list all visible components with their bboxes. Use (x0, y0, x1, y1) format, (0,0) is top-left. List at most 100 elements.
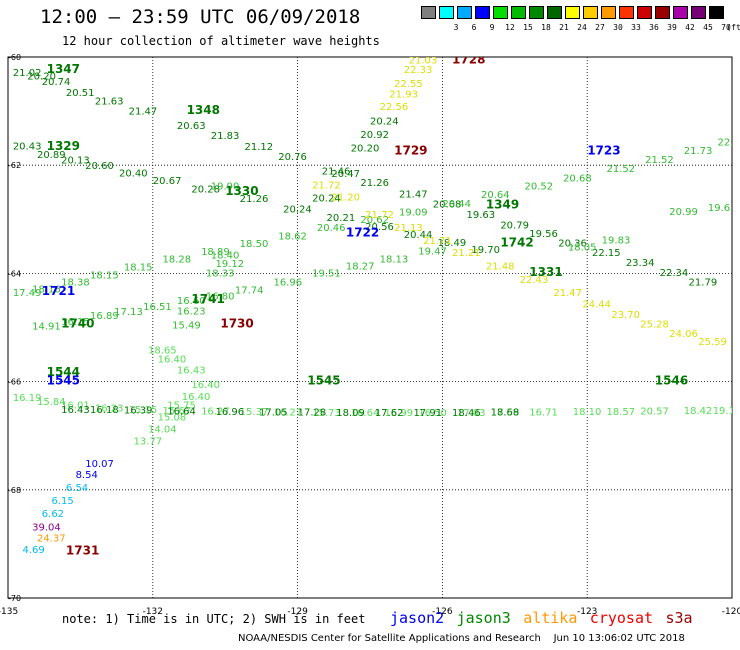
wave-height-value: 20.56 (365, 222, 394, 233)
wave-height-value: 17.74 (235, 285, 264, 296)
wave-height-value: 17.59 (491, 408, 520, 419)
wave-height-value: 25.28 (640, 320, 669, 331)
wave-height-value: 19.56 (529, 229, 558, 240)
wave-height-value: 21.12 (245, 142, 274, 153)
wave-height-value: 16.64 (351, 408, 380, 419)
pass-time-label: 1331 (529, 265, 562, 279)
pass-time-label: 1723 (587, 143, 620, 157)
wave-height-value: 21.71 (423, 236, 452, 247)
legend-label: 30 (613, 23, 623, 32)
wave-height-value: 20.60 (85, 161, 114, 172)
wave-height-value: 18.28 (162, 255, 191, 266)
wave-height-value: 17.05 (259, 408, 288, 419)
wave-height-value: 21.13 (394, 223, 423, 234)
wave-height-value: 24.37 (37, 534, 66, 545)
legend-swatch (583, 6, 598, 19)
wave-height-value: 4.69 (22, 545, 44, 556)
wave-height-value: 18.46 (452, 408, 481, 419)
wave-height-value: 18.38 (61, 277, 90, 288)
legend-label: 24 (577, 23, 587, 32)
wave-height-value: 15.15 (129, 405, 158, 416)
legend-label: 6 (471, 23, 477, 32)
wave-height-value: 21.83 (211, 131, 240, 142)
wave-height-value: 17.62 (375, 408, 404, 419)
pass-time-label: 1731 (66, 544, 99, 558)
wave-height-value: 18.57 (607, 407, 636, 418)
wave-height-value: 20.68 (433, 199, 462, 210)
longitude-tick-label: -129 (287, 607, 308, 617)
legend-swatch (691, 6, 706, 19)
wave-height-value: 21.03 (409, 55, 438, 66)
legend-swatch (493, 6, 508, 19)
legend-swatch (565, 6, 580, 19)
wave-height-value: 18.16 (32, 284, 61, 295)
wave-height-value: 16.96 (273, 277, 302, 288)
wave-height-value: 17.03 (457, 408, 486, 419)
wave-height-value: 16.43 (61, 405, 90, 416)
wave-height-value: 20.76 (278, 152, 307, 163)
wave-height-value: 10.07 (85, 459, 114, 470)
pass-time-label: 1728 (452, 52, 485, 66)
wave-height-value: 21.20 (331, 192, 360, 203)
satellite-s3a: s3a (665, 609, 693, 627)
wave-height-value: 16.40 (191, 380, 220, 391)
wave-height-value: 19.12 (216, 259, 245, 270)
wave-height-value: 22.56 (380, 102, 409, 113)
credit-line: NOAA/NESDIS Center for Satellite Applica… (238, 633, 685, 644)
wave-height-value: 19.1 (713, 406, 735, 417)
legend-label: 70 (721, 23, 731, 32)
wave-height-value: 21.47 (553, 288, 582, 299)
pass-time-label: 1347 (47, 62, 80, 76)
wave-height-value: 15.08 (158, 413, 187, 424)
wave-height-value: 20.44 (442, 199, 471, 210)
latitude-tick-label: -66 (8, 378, 21, 387)
wave-height-value: 24.44 (582, 299, 611, 310)
longitude-tick-label: -123 (577, 607, 597, 617)
wave-height-value: 20.51 (66, 88, 95, 99)
satellite-altika: altika (523, 609, 578, 627)
latitude-tick-label: -70 (8, 594, 21, 603)
page-subtitle: 12 hour collection of altimeter wave hei… (62, 34, 380, 48)
wave-height-value: 20.64 (481, 190, 510, 201)
longitude-tick-label: -135 (0, 607, 18, 617)
legend-label: 3 (453, 23, 459, 32)
wave-height-value: 20.40 (119, 169, 148, 180)
wave-height-value: 16.43 (177, 365, 206, 376)
pass-time-label: 1329 (47, 139, 80, 153)
wave-height-value: 21.26 (360, 178, 389, 189)
wave-height-value: 20.68 (563, 173, 592, 184)
wave-height-value: 16.40 (182, 392, 211, 403)
wave-height-value: 19.90 (211, 182, 240, 193)
wave-height-value: 6.54 (66, 483, 88, 494)
legend-swatch (547, 6, 562, 19)
wave-height-value: 16.40 (158, 355, 187, 366)
wave-height-value: 20.24 (312, 193, 341, 204)
legend-swatch (439, 6, 454, 19)
wave-height-value: 17.13 (114, 307, 143, 318)
wave-height-value: 19.83 (602, 236, 631, 247)
wave-height-value: 20.21 (327, 213, 356, 224)
wave-height-value: 21.02 (13, 68, 42, 79)
wave-height-value: 22.4 (718, 138, 740, 149)
wave-height-value: 21.47 (129, 106, 158, 117)
credit-text: NOAA/NESDIS Center for Satellite Applica… (238, 633, 541, 644)
latitude-tick-label: -62 (8, 161, 21, 170)
wave-height-value: 24.06 (669, 329, 698, 340)
page-title: 12:00 – 23:59 UTC 06/09/2018 (40, 6, 361, 28)
legend-label: 12 (505, 23, 515, 32)
wave-height-value: 18.50 (240, 239, 269, 250)
wave-height-value: 18.09 (336, 408, 365, 419)
latitude-tick-label: -60 (8, 53, 21, 62)
wave-height-value: 16.80 (206, 291, 235, 302)
pass-time-label: 1330 (225, 184, 258, 198)
wave-height-value: 20.43 (13, 142, 42, 153)
wave-height-value: 20.79 (500, 220, 529, 231)
wave-height-value: 19.47 (418, 246, 447, 257)
wave-height-value: 21.73 (684, 146, 713, 157)
wave-height-value: 19.63 (708, 203, 737, 214)
satellite-jason2: jason2 (390, 609, 445, 627)
wave-height-value: 16.50 (418, 408, 447, 419)
wave-height-value: 18.10 (573, 407, 602, 418)
wave-height-value: 18.27 (346, 262, 375, 273)
